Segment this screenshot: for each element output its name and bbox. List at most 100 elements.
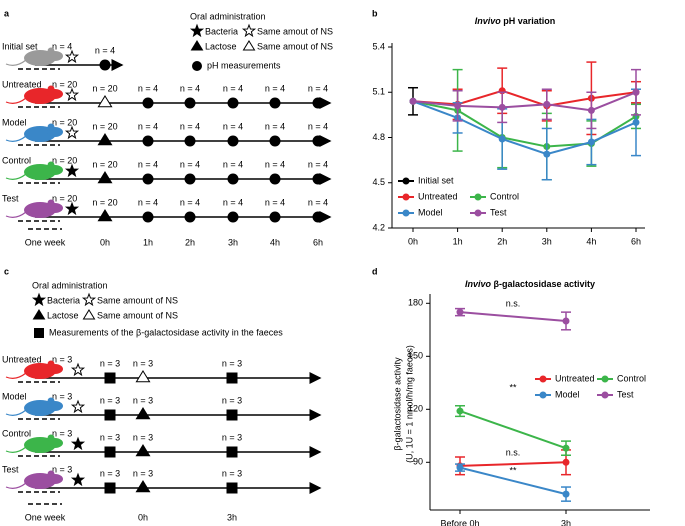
node-n: n = 3 (222, 358, 242, 368)
title-part: β-galactosidase activity (491, 279, 595, 289)
triangle-icon (97, 171, 113, 184)
square-icon (226, 482, 238, 494)
mouse-ear (47, 47, 55, 55)
point (498, 135, 506, 143)
triangle-icon (97, 95, 113, 108)
square-icon (226, 409, 238, 421)
series-line (459, 466, 567, 496)
circle-icon (269, 211, 281, 223)
group-label: Untreated (2, 79, 42, 89)
node-n: n = 4 (138, 83, 158, 93)
node-n: n = 4 (265, 197, 285, 207)
node-n: n = 3 (222, 395, 242, 405)
mouse-tail (5, 446, 27, 453)
legend-label: Bacteria (47, 295, 80, 305)
title-part: pH variation (501, 16, 556, 26)
node-n: n = 4 (138, 121, 158, 131)
legend-label: Untreated (555, 373, 595, 383)
circle-icon (142, 135, 154, 147)
time-label: 0h (100, 237, 110, 247)
mouse-tail (5, 97, 27, 104)
legend-heading: Oral administration (190, 11, 266, 21)
legend-dot (539, 391, 547, 399)
node-n: n = 4 (180, 83, 200, 93)
node-n: n = 4 (265, 121, 285, 131)
y-axis-label: β-galactosidase activity (392, 357, 402, 451)
circle-icon (142, 211, 154, 223)
point (562, 458, 570, 466)
point (543, 100, 551, 108)
y-tick-label: 90 (413, 457, 423, 467)
node-n: n = 4 (138, 197, 158, 207)
legend-label: Control (490, 191, 519, 201)
node-n: n = 3 (222, 432, 242, 442)
node-n: n = 3 (133, 395, 153, 405)
y-tick-label: 120 (408, 404, 423, 414)
mouse-tail (5, 135, 27, 142)
group-n: n = 20 (52, 193, 77, 203)
time-label: 4h (270, 237, 280, 247)
star-icon (189, 23, 205, 38)
node-n: n = 3 (100, 358, 120, 368)
legend-label: Measurements of the β-galactosidase acti… (49, 327, 283, 337)
series-line (459, 410, 567, 450)
point (498, 103, 506, 111)
mouse-tail (5, 482, 27, 489)
point (562, 317, 570, 325)
x-tick-label: 6h (631, 236, 641, 246)
node-n: n = 3 (100, 432, 120, 442)
legend-label: Lactose (47, 310, 79, 320)
node-n: n = 3 (133, 432, 153, 442)
group-n: n = 20 (52, 155, 77, 165)
legend-heading: Oral administration (32, 280, 108, 290)
x-tick-label: 2h (497, 236, 507, 246)
circle-icon (312, 97, 324, 109)
group-label: Test (2, 464, 19, 474)
node-n: n = 20 (92, 197, 117, 207)
y-tick-label: 5.1 (372, 87, 385, 97)
node-n: n = 4 (180, 121, 200, 131)
group-label: Control (2, 155, 31, 165)
group-n: n = 20 (52, 79, 77, 89)
star-icon (64, 87, 80, 102)
group-n: n = 3 (52, 391, 72, 401)
group-label: Initial set (2, 41, 38, 51)
legend-label: Same amount of NS (97, 310, 178, 320)
triangle-icon (97, 209, 113, 222)
triangle-icon (135, 407, 151, 420)
y-tick-label: 4.5 (372, 177, 385, 187)
triangle-icon (82, 309, 96, 320)
legend-dot (402, 209, 410, 217)
time-label: One week (25, 512, 66, 522)
time-label: 2h (185, 237, 195, 247)
circle-icon (184, 211, 196, 223)
circle-icon (227, 97, 239, 109)
x-tick-label: 3h (561, 518, 571, 526)
circle-icon (184, 135, 196, 147)
time-label: 0h (138, 512, 148, 522)
mouse-ear (47, 199, 55, 207)
circle-icon (312, 211, 324, 223)
legend-dot (474, 209, 482, 217)
panel-label: d (372, 266, 378, 276)
star-icon (64, 163, 80, 178)
legend-dot (402, 177, 410, 185)
node-n: n = 4 (180, 159, 200, 169)
group-label: Model (2, 391, 27, 401)
legend-label: Lactose (205, 41, 237, 51)
node-n: n = 4 (223, 121, 243, 131)
mouse-ear (47, 123, 55, 131)
square-icon (226, 446, 238, 458)
time-label: 6h (313, 237, 323, 247)
point (562, 444, 570, 452)
title-part: Invivo (465, 279, 492, 289)
panel-label: b (372, 8, 378, 18)
node-n: n = 4 (265, 83, 285, 93)
node-n: n = 4 (95, 45, 115, 55)
point (456, 308, 464, 316)
circle-icon (192, 61, 202, 71)
series-line (459, 311, 567, 322)
mouse-tail (5, 211, 27, 218)
star-icon (64, 125, 80, 140)
square-icon (34, 328, 44, 338)
